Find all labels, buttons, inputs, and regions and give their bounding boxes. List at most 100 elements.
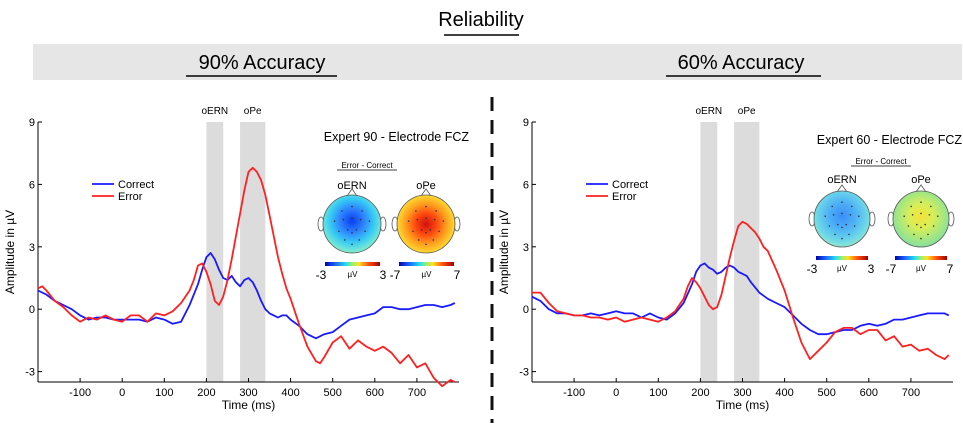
series-line-correct xyxy=(531,262,950,336)
electrode-dot xyxy=(429,229,432,231)
electrode-dot xyxy=(930,205,932,208)
y-tick-label: 9 xyxy=(29,117,35,129)
electrode-dot xyxy=(858,215,860,217)
topo-label-oern: oERN xyxy=(827,174,856,186)
electrode-dot xyxy=(932,225,935,227)
x-axis-label: Time (ms) xyxy=(716,398,770,412)
electrode-dot xyxy=(824,215,826,217)
x-tick-label: 700 xyxy=(408,387,426,399)
series-line-error xyxy=(532,220,950,360)
colorbar-min-label: -7 xyxy=(390,268,401,282)
colorbar-oern xyxy=(325,262,380,266)
electrode-dot xyxy=(831,205,833,208)
electrode-dot xyxy=(832,214,835,216)
electrode-dot xyxy=(910,205,912,208)
topomap-ope xyxy=(892,190,950,248)
panel-title-90: 90% Accuracy xyxy=(199,52,326,74)
electrode-dot xyxy=(920,237,922,240)
electrode-dot xyxy=(420,229,423,231)
colorbar-min-label: -3 xyxy=(807,262,818,276)
series-line-error xyxy=(37,166,456,388)
electrode-dot xyxy=(845,223,847,226)
chart-title: Expert 90 - Electrode FCZ xyxy=(324,130,470,144)
electrode-dot xyxy=(425,205,427,208)
colorbar-oern xyxy=(816,256,868,260)
electrode-dot xyxy=(937,215,939,217)
electrode-dot xyxy=(435,210,437,212)
colorbar-min-label: -3 xyxy=(316,268,327,282)
y-tick-label: 6 xyxy=(29,179,35,191)
y-tick-label: 9 xyxy=(523,117,529,129)
x-tick-label: 200 xyxy=(197,387,215,399)
colorbar-min-label: -7 xyxy=(886,262,897,276)
y-axis-label: Amplitude in µV xyxy=(497,210,511,294)
topo-label-oern: oERN xyxy=(337,180,366,192)
window-band-ope xyxy=(240,122,266,382)
legend-label-correct: Correct xyxy=(118,179,154,191)
electrode-dot xyxy=(333,220,336,222)
electrode-dot xyxy=(433,218,436,221)
electrode-dot xyxy=(432,239,435,241)
electrode-dot xyxy=(417,239,420,241)
electrode-dot xyxy=(364,230,366,233)
electrode-dot xyxy=(828,225,831,227)
electrode-dot xyxy=(928,214,931,216)
y-tick-label: -3 xyxy=(25,367,35,379)
x-tick-label: 400 xyxy=(281,387,299,399)
electrode-dot xyxy=(841,226,843,229)
electrode-dot xyxy=(907,225,910,227)
chart-title: Expert 60 - Electrode FCZ xyxy=(817,133,963,147)
head-nose xyxy=(420,188,432,197)
x-tick-label: 100 xyxy=(155,387,173,399)
legend-label-error: Error xyxy=(612,191,637,203)
window-label-oern: oERN xyxy=(695,106,722,117)
topo-label-ope: oPe xyxy=(911,174,931,186)
electrode-dot xyxy=(346,229,349,231)
electrode-dot xyxy=(351,217,353,219)
electrode-dot xyxy=(415,210,417,212)
colorbar-max-label: 3 xyxy=(868,262,875,276)
electrode-dot xyxy=(341,210,343,212)
x-tick-label: 300 xyxy=(733,387,751,399)
electrode-dot xyxy=(425,243,427,246)
electrode-dot xyxy=(355,229,358,231)
electrode-dot xyxy=(407,220,410,222)
electrode-dot xyxy=(924,223,926,226)
panel-title-60: 60% Accuracy xyxy=(678,52,805,74)
electrode-dot xyxy=(359,218,362,221)
legend-label-correct: Correct xyxy=(612,179,648,191)
x-tick-label: 0 xyxy=(119,387,125,399)
x-tick-label: 100 xyxy=(649,387,667,399)
x-tick-label: 300 xyxy=(239,387,257,399)
y-axis-label: Amplitude in µV xyxy=(3,210,17,294)
x-tick-label: 600 xyxy=(860,387,878,399)
electrode-dot xyxy=(343,239,346,241)
electrode-dot xyxy=(920,212,922,215)
y-tick-label: 3 xyxy=(523,242,529,254)
electrode-dot xyxy=(920,201,922,203)
colorbar-ope xyxy=(895,256,947,260)
electrode-dot xyxy=(342,218,345,221)
window-label-ope: oPe xyxy=(738,106,756,117)
electrode-dot xyxy=(853,225,856,227)
x-tick-label: 500 xyxy=(324,387,342,399)
topomap-oern xyxy=(813,190,871,248)
electrode-dot xyxy=(416,218,419,221)
x-tick-label: 200 xyxy=(691,387,709,399)
y-tick-label: 0 xyxy=(29,304,35,316)
window-band-oern xyxy=(700,122,718,382)
electrode-dot xyxy=(837,223,839,226)
colorbar-max-label: 3 xyxy=(380,268,387,282)
electrode-dot xyxy=(425,231,427,234)
electrode-dot xyxy=(351,243,353,246)
panel-banner xyxy=(33,44,962,80)
colorbar-unit-label: µV xyxy=(837,264,848,273)
electrode-dot xyxy=(834,233,836,236)
electrode-dot xyxy=(351,231,353,234)
legend-label-error: Error xyxy=(118,191,143,203)
head-nose xyxy=(915,184,927,193)
x-tick-label: -100 xyxy=(563,387,585,399)
y-tick-label: 3 xyxy=(29,242,35,254)
colorbar-max-label: 7 xyxy=(947,262,954,276)
